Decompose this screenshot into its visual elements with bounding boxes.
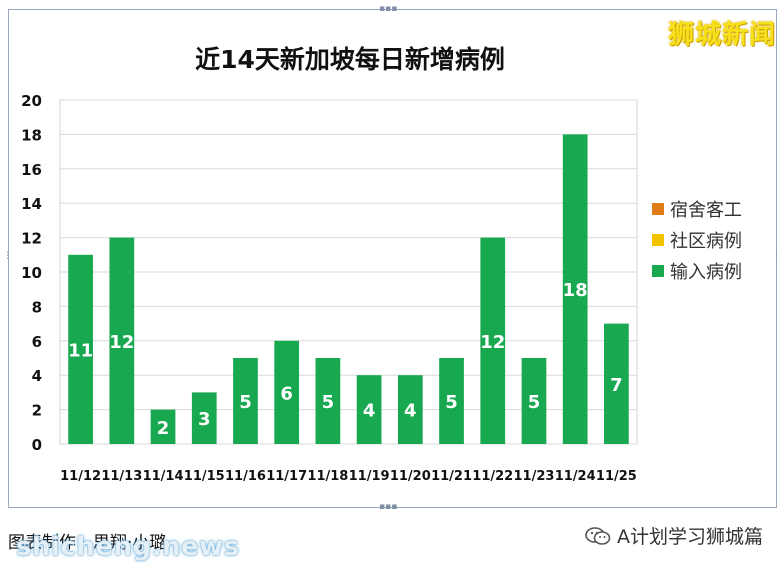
data-label: 18 — [563, 280, 588, 301]
data-label: 4 — [363, 401, 376, 422]
data-label: 5 — [445, 392, 458, 413]
data-label: 5 — [528, 392, 541, 413]
chart-frame — [8, 9, 777, 508]
legend-swatch-imported — [652, 264, 664, 277]
credit-text: 图表制作：思翔·小璐 — [8, 533, 167, 553]
bar — [150, 409, 176, 444]
resize-handle-right[interactable]: ⋮ — [772, 251, 781, 261]
y-tick-label: 10 — [21, 264, 42, 282]
data-label: 12 — [480, 332, 505, 353]
x-tick-label: 11/13 — [101, 469, 142, 484]
y-tick-label: 18 — [21, 126, 42, 144]
x-tick-label: 11/21 — [431, 469, 472, 484]
legend-swatch-community — [652, 233, 664, 246]
legend: 宿舍客工 社区病例 输入病例 — [652, 193, 742, 286]
bar — [274, 340, 300, 444]
bar — [68, 254, 93, 444]
x-tick-label: 11/24 — [555, 469, 596, 484]
bar — [315, 358, 341, 444]
data-label: 3 — [198, 409, 211, 430]
data-label: 5 — [322, 392, 335, 413]
x-tick-label: 11/17 — [266, 469, 307, 484]
data-label: 7 — [610, 375, 623, 396]
legend-item-imported: 输入病例 — [652, 255, 742, 286]
x-tick-label: 11/19 — [349, 469, 390, 484]
data-label: 4 — [404, 401, 417, 422]
x-tick-label: 11/22 — [472, 469, 513, 484]
y-tick-label: 0 — [32, 436, 42, 454]
x-tick-label: 11/25 — [596, 469, 637, 484]
legend-item-dorm: 宿舍客工 — [652, 193, 742, 224]
y-tick-label: 6 — [32, 333, 42, 351]
data-label: 12 — [109, 332, 134, 353]
y-tick-label: 20 — [21, 92, 42, 110]
x-tick-label: 11/23 — [513, 469, 554, 484]
y-tick-label: 14 — [21, 195, 42, 213]
bar — [191, 392, 217, 444]
y-tick-label: 12 — [21, 230, 42, 248]
watermark: shicheng.news — [16, 532, 240, 562]
bar — [397, 375, 423, 444]
data-label: 2 — [157, 418, 170, 439]
bar — [521, 358, 547, 444]
bar — [233, 358, 258, 444]
resize-handle-top[interactable]: ▪▪▪ — [379, 4, 398, 14]
y-tick-label: 8 — [32, 298, 42, 316]
wechat-icon — [585, 526, 611, 545]
y-tick-label: 4 — [32, 367, 42, 385]
legend-swatch-dorm — [652, 202, 664, 215]
legend-label-imported: 输入病例 — [670, 261, 742, 283]
data-label: 5 — [239, 392, 252, 413]
account-label: A计划学习狮城篇 — [585, 522, 763, 549]
bar — [109, 237, 135, 444]
brand-logo: 狮城新闻 — [667, 20, 776, 50]
x-tick-label: 11/20 — [390, 469, 431, 484]
resize-handle-bottom[interactable]: ▪▪▪ — [379, 502, 398, 512]
y-tick-label: 16 — [21, 161, 42, 179]
bar — [356, 375, 382, 444]
bar — [439, 358, 464, 444]
bar — [480, 237, 506, 444]
legend-item-community: 社区病例 — [652, 224, 742, 255]
legend-label-community: 社区病例 — [670, 230, 742, 252]
account-name: A计划学习狮城篇 — [617, 526, 763, 548]
bar — [604, 323, 629, 444]
x-tick-label: 11/16 — [225, 469, 266, 484]
resize-handle-left[interactable]: ⋮ — [3, 251, 12, 261]
data-label: 6 — [280, 383, 293, 404]
x-tick-label: 11/18 — [307, 469, 348, 484]
bar — [562, 134, 588, 444]
x-tick-label: 11/14 — [143, 469, 184, 484]
data-label: 11 — [68, 340, 93, 361]
legend-label-dorm: 宿舍客工 — [670, 199, 742, 221]
y-tick-label: 2 — [32, 402, 42, 420]
chart-title: 近14天新加坡每日新增病例 — [195, 45, 505, 74]
x-tick-label: 11/15 — [184, 469, 225, 484]
x-tick-label: 11/12 — [60, 469, 101, 484]
